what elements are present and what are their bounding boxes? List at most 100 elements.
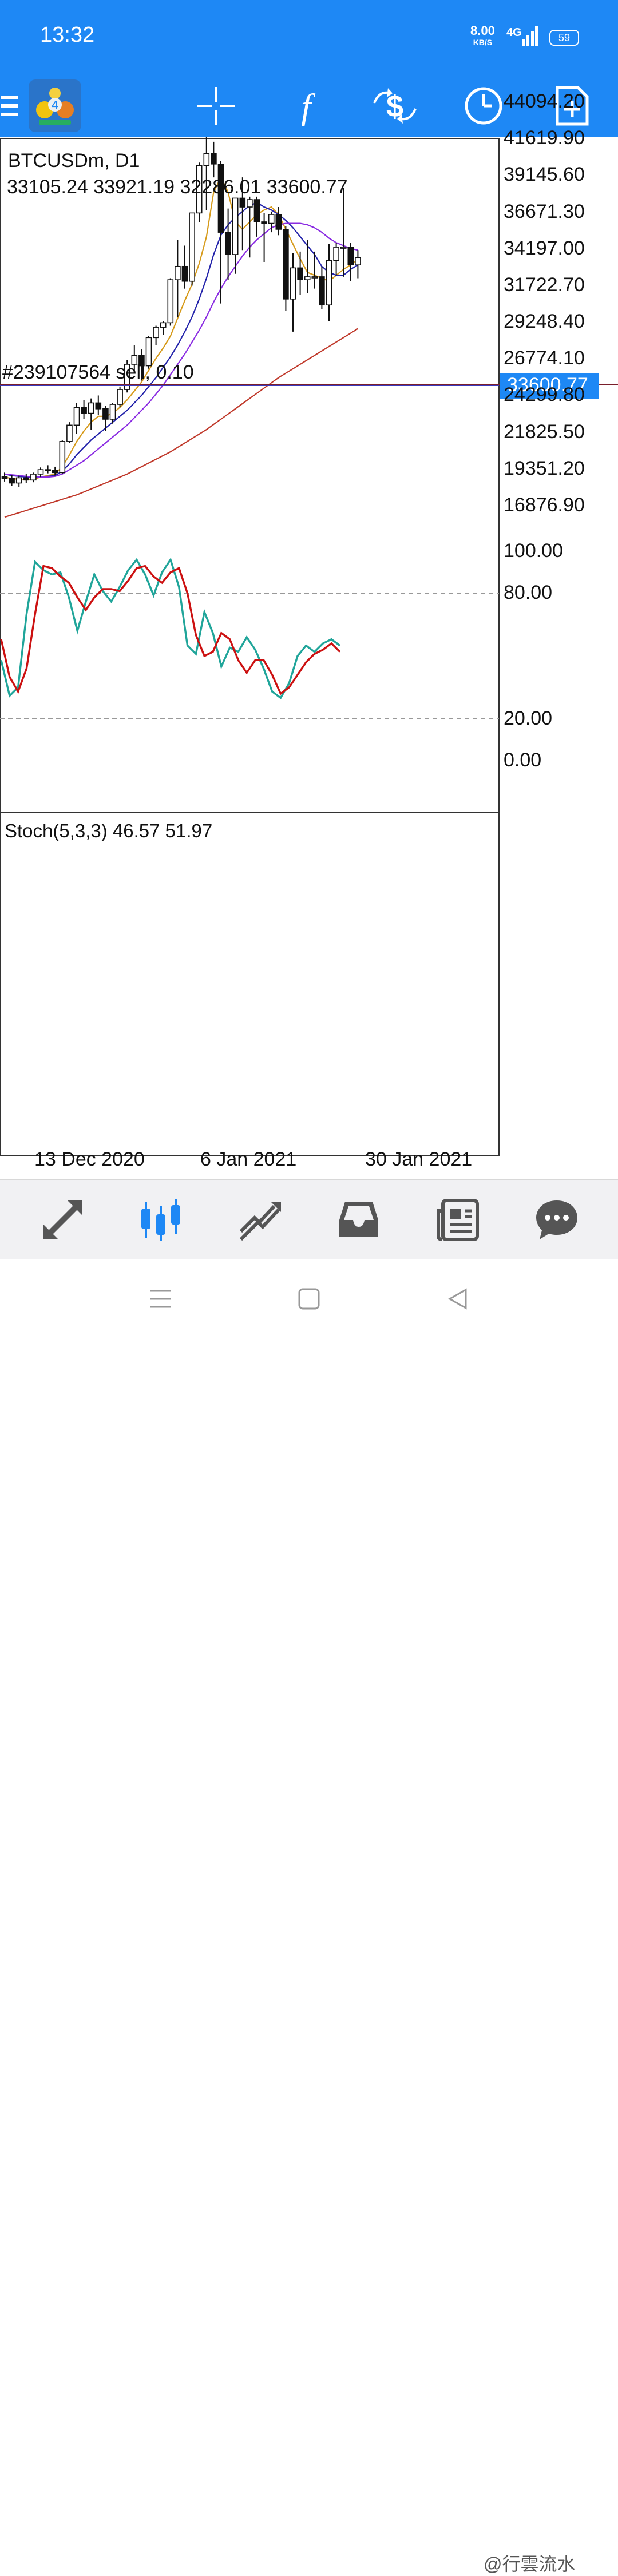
candle-body [261, 221, 267, 224]
trade-icon[interactable] [220, 1180, 300, 1260]
candle-body [95, 402, 102, 410]
signal-label: 4G [506, 26, 522, 39]
candle-body [175, 265, 181, 280]
candle-body [347, 247, 354, 265]
home-icon[interactable] [292, 1259, 326, 1338]
candle-body [160, 322, 167, 328]
status-bar: 13:32 8.00 KB/S 4G 59 [0, 0, 618, 74]
status-time: 13:32 [40, 23, 95, 47]
candle-body [275, 214, 282, 230]
stochastic-lines [0, 557, 499, 719]
chat-icon[interactable] [517, 1180, 597, 1260]
candle-body [333, 247, 339, 261]
candle-body [304, 276, 311, 280]
svg-text:4: 4 [52, 99, 58, 112]
price-tick: 19351.20 [504, 457, 585, 479]
candle-body [268, 214, 275, 224]
candle-body [290, 267, 296, 300]
candle-body [73, 407, 80, 426]
system-nav-bar: @行雲流水 [0, 1259, 618, 2574]
news-icon[interactable] [418, 1180, 498, 1260]
candle-body [52, 470, 58, 474]
price-tick: 29248.40 [504, 311, 585, 333]
price-tick: 41619.90 [504, 127, 585, 149]
menu-icon[interactable] [0, 74, 19, 137]
price-tick: 34197.00 [504, 237, 585, 259]
candle-body [311, 276, 318, 279]
candle-body [153, 327, 159, 339]
candle-body [297, 267, 303, 280]
candle-body [15, 477, 22, 484]
svg-text:f: f [301, 86, 316, 126]
price-tick: 44094.20 [504, 90, 585, 112]
battery-icon: 59 [549, 30, 579, 46]
signal-icon [522, 26, 538, 46]
recents-icon[interactable] [143, 1259, 177, 1338]
candle-body [109, 404, 116, 420]
candle-body [102, 408, 109, 420]
stoch-tick: 100.00 [504, 540, 563, 562]
stoch-signal-line [0, 565, 341, 695]
stoch-tick: 80.00 [504, 582, 553, 604]
period-clock-icon[interactable] [458, 74, 509, 137]
candle-body [145, 337, 152, 367]
trade-icon[interactable]: $ [369, 74, 421, 137]
candle-body [45, 469, 51, 471]
indicators-icon[interactable]: f [280, 74, 332, 137]
candle-body [30, 474, 37, 481]
candle-body [59, 441, 66, 474]
network-speed: 8.00 KB/S [470, 25, 495, 48]
candle-body [326, 260, 332, 306]
candles [1, 137, 361, 487]
back-icon[interactable] [441, 1259, 475, 1338]
top-toolbar: 4 f $ [0, 74, 618, 137]
stoch-tick: 0.00 [504, 749, 542, 771]
chart-icon[interactable] [121, 1180, 201, 1260]
candle-body [319, 276, 325, 306]
network-speed-unit: KB/S [473, 38, 493, 47]
price-tick: 36671.30 [504, 200, 585, 222]
candle-body [203, 153, 210, 166]
order-label[interactable]: #239107564 sell, 0.10 [2, 361, 194, 383]
candle-body [66, 424, 73, 442]
candle-body [138, 355, 145, 367]
metatrader-logo-icon[interactable]: 4 [27, 74, 82, 137]
chart-area[interactable]: BTCUSDm, D1 33105.24 33921.19 32286.01 3… [0, 90, 618, 1179]
price-tick: 24299.80 [504, 384, 585, 406]
candle-body [181, 265, 188, 282]
candle-body [232, 197, 239, 255]
candle-body [340, 247, 347, 249]
candle-body [247, 199, 253, 208]
candle-body [9, 478, 15, 484]
candle-body [37, 469, 44, 475]
candle-body [211, 153, 217, 165]
chart-canvas[interactable] [0, 137, 618, 1179]
price-tick: 31722.70 [504, 273, 585, 296]
price-tick: 26774.10 [504, 347, 585, 369]
candle-body [283, 229, 289, 300]
ma-line [4, 222, 358, 478]
network-speed-value: 8.00 [470, 23, 495, 38]
date-tick: 30 Jan 2021 [365, 1148, 473, 1170]
date-tick: 6 Jan 2021 [200, 1148, 297, 1170]
watermark: @行雲流水 [484, 2554, 576, 2574]
stoch-panel-frame [0, 812, 500, 1156]
new-order-icon[interactable] [546, 74, 598, 137]
candle-body [131, 355, 138, 365]
candle-body [81, 407, 87, 414]
candle-body [117, 389, 123, 405]
battery-level: 59 [558, 32, 571, 43]
current-price-label: 33600.77 [507, 374, 588, 396]
symbol-label: BTCUSDm, D1 [8, 150, 140, 172]
candle-body [167, 279, 174, 324]
candle-body [217, 163, 224, 233]
date-tick: 13 Dec 2020 [34, 1148, 145, 1170]
candle-body [196, 165, 203, 214]
candle-body [225, 232, 231, 255]
history-icon[interactable] [319, 1180, 399, 1260]
candle-body [124, 364, 130, 390]
candle-body [23, 477, 30, 481]
crosshair-icon[interactable] [191, 74, 242, 137]
quotes-icon[interactable] [23, 1180, 103, 1260]
ohlc-label: 33105.24 33921.19 32286.01 33600.77 [7, 176, 348, 198]
